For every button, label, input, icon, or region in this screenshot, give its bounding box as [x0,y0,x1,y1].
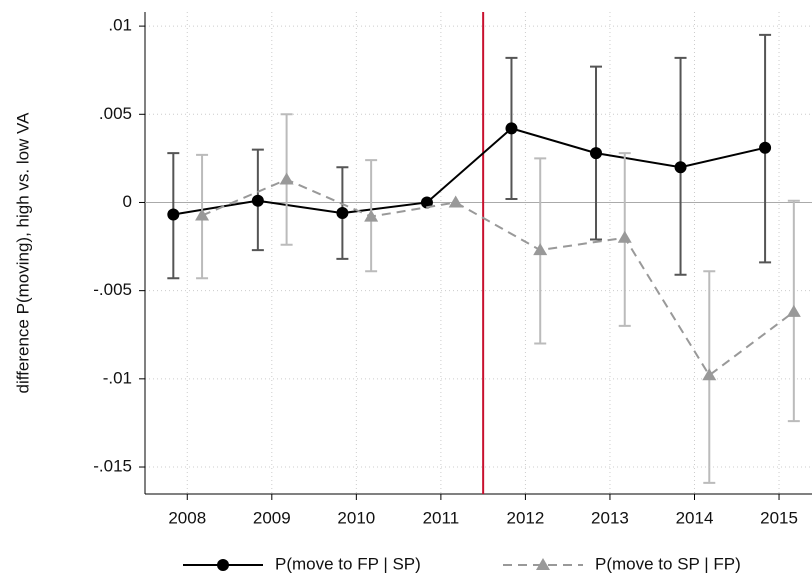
point [364,209,379,222]
point [167,208,180,221]
point [590,147,603,160]
x-tick-label: 2014 [676,508,714,527]
point [251,194,264,207]
legend-marker [536,558,550,570]
point [786,304,801,317]
y-tick-label: -.01 [103,368,132,387]
y-tick-label: -.015 [93,457,132,476]
point [702,368,717,381]
y-axis-label: difference P(moving), high vs. low VA [13,112,32,394]
point [279,172,294,185]
series-line [201,178,795,377]
y-tick-label: .01 [108,16,132,35]
point [617,230,632,243]
y-tick-label: 0 [123,192,132,211]
legend-marker [217,559,229,571]
point [336,207,349,220]
y-tick-label: .005 [99,104,132,123]
x-tick-label: 2013 [591,508,629,527]
point [420,196,433,209]
x-tick-label: 2012 [507,508,545,527]
point [533,243,548,256]
x-tick-label: 2010 [337,508,375,527]
point [759,141,772,154]
legend-label: P(move to FP | SP) [275,554,421,573]
x-tick-label: 2011 [423,508,460,527]
point [505,122,518,135]
point [195,208,210,221]
x-tick-label: 2015 [760,508,798,527]
legend-label: P(move to SP | FP) [595,554,741,573]
series-line [173,127,766,216]
y-tick-label: -.005 [93,280,132,299]
point [448,195,463,208]
point [674,161,687,174]
x-tick-label: 2009 [253,508,291,527]
x-tick-label: 2008 [168,508,206,527]
